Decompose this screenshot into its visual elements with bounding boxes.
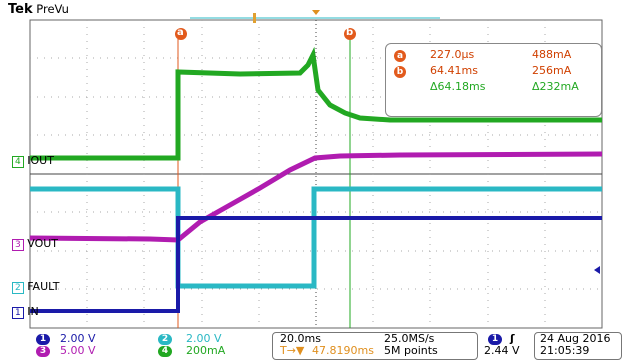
ch3-label: 3 VOUT — [12, 237, 58, 251]
cursor-a-icon — [175, 28, 187, 40]
readout-delta-value: Δ232mA — [532, 80, 579, 93]
ch4-number-icon: 4 — [12, 156, 24, 168]
ch1-scale-icon[interactable]: 1 — [36, 334, 50, 345]
trigger-position-marker — [312, 10, 320, 15]
ch3-number-icon: 3 — [12, 239, 24, 251]
trigger-delay-icon: T→▼ — [280, 344, 305, 357]
readout-row-delta: Δ64.18ms Δ232mA — [386, 80, 601, 96]
trigger-channel-icon[interactable]: 1 — [488, 334, 502, 345]
readout-row-b: b 64.41ms 256mA — [386, 64, 601, 80]
timebase[interactable]: 20.0ms — [280, 332, 321, 345]
mode-label: PreVu — [36, 2, 69, 16]
header-bar: Tek PreVu — [0, 0, 623, 22]
readout-a-time: 227.0µs — [430, 48, 475, 61]
ch3-scale[interactable]: 5.00 V — [60, 344, 96, 357]
cursor-a-label[interactable]: a — [177, 27, 184, 38]
ch2-fault-trace — [30, 186, 602, 289]
record-length: 5M points — [384, 344, 438, 357]
brand-label: Tek PreVu — [8, 2, 69, 17]
readout-a-value: 488mA — [532, 48, 572, 61]
ch1-in-trace — [30, 216, 602, 313]
trigger-slope-icon[interactable]: ʃ — [510, 332, 515, 345]
cursor-a-readout-icon: a — [394, 50, 406, 62]
sample-rate: 25.0MS/s — [384, 332, 435, 345]
record-window-marker — [253, 13, 256, 23]
cursor-b-label[interactable]: b — [346, 27, 354, 38]
ch4-label: 4 IOUT — [12, 154, 54, 168]
ch1-label: 1 IN — [12, 305, 39, 319]
readout-row-a: a 227.0µs 488mA — [386, 48, 601, 64]
trigger-delay[interactable]: 47.8190ms — [312, 344, 374, 357]
ch1-scale[interactable]: 2.00 V — [60, 332, 96, 345]
settings-bar: 1 2.00 V 3 5.00 V 2 2.00 V 4 200mA 20.0m… — [0, 332, 623, 360]
readout-b-value: 256mA — [532, 64, 572, 77]
ch2-scale[interactable]: 2.00 V — [186, 332, 222, 345]
ch2-label: 2 FAULT — [12, 280, 60, 294]
date: 24 Aug 2016 — [540, 332, 611, 345]
ch4-scale-icon[interactable]: 4 — [158, 346, 172, 357]
ch4-name: IOUT — [27, 154, 54, 167]
trigger-level-arrow — [594, 266, 600, 274]
cursor-b-readout-icon: b — [394, 66, 406, 78]
ch3-name: VOUT — [27, 237, 58, 250]
ch2-name: FAULT — [27, 280, 60, 293]
ch3-scale-icon[interactable]: 3 — [36, 346, 50, 357]
ch4-iout-trace — [30, 46, 602, 161]
ch1-number-icon: 1 — [12, 307, 24, 319]
cursor-b-icon — [344, 28, 356, 40]
ch4-scale[interactable]: 200mA — [186, 344, 226, 357]
time: 21:05:39 — [540, 344, 590, 357]
ch2-number-icon: 2 — [12, 282, 24, 294]
ch3-vout-trace — [29, 151, 603, 243]
trigger-level[interactable]: 2.44 V — [484, 344, 520, 357]
ch2-scale-icon[interactable]: 2 — [158, 334, 172, 345]
brand-tek: Tek — [8, 2, 33, 17]
readout-delta-time: Δ64.18ms — [430, 80, 486, 93]
cursor-readout-box: a 227.0µs 488mA b 64.41ms 256mA Δ64.18ms… — [385, 43, 602, 117]
ch1-name: IN — [27, 305, 39, 318]
readout-b-time: 64.41ms — [430, 64, 478, 77]
